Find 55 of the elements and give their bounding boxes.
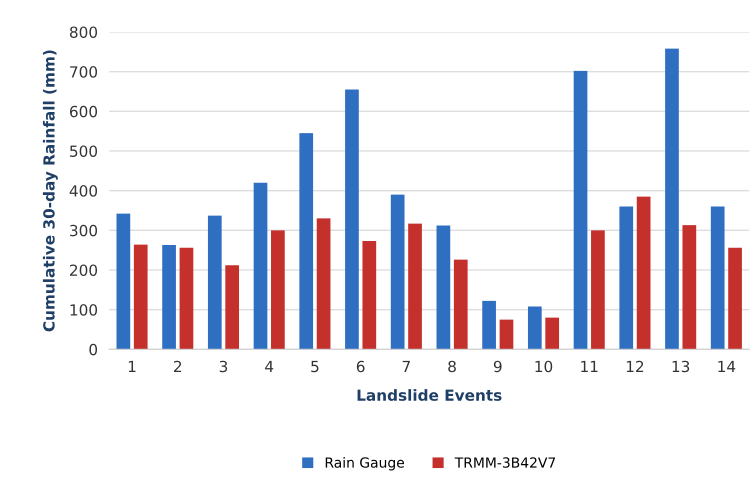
bar: [162, 244, 176, 350]
bar: [299, 133, 314, 350]
bar: [528, 306, 542, 350]
x-tick-label: 6: [356, 360, 365, 372]
legend-label: Rain Gauge: [326, 457, 404, 470]
y-tick-label: 300: [70, 224, 98, 236]
x-tick-label: 3: [220, 360, 228, 372]
x-tick-label: 8: [448, 360, 456, 372]
bar: [665, 48, 679, 350]
y-tick-label: 400: [70, 185, 98, 197]
bar: [436, 226, 450, 350]
x-tick-label: 5: [311, 360, 318, 372]
x-tick-label: 11: [581, 360, 598, 372]
bar: [345, 90, 359, 350]
bar: [636, 196, 650, 350]
bar: [116, 214, 130, 350]
bar: [710, 206, 725, 350]
x-tick-label: 14: [718, 360, 736, 372]
y-tick-label: 500: [70, 145, 98, 158]
y-tick-label: 0: [89, 344, 98, 356]
bar: [316, 218, 330, 350]
x-tick-label: 9: [494, 360, 502, 372]
bar: [408, 224, 422, 350]
bar: [180, 248, 194, 350]
y-tick-label: 600: [70, 106, 98, 118]
y-tick-label: 200: [70, 264, 98, 276]
bar: [362, 241, 376, 350]
x-tick-label: 7: [402, 360, 410, 372]
x-tick-label: 4: [265, 360, 274, 372]
x-axis-title: Landslide Events: [358, 389, 502, 401]
y-tick-label: 700: [70, 66, 98, 78]
bar: [454, 260, 468, 350]
bar: [682, 225, 696, 350]
x-tick-label: 2: [174, 360, 182, 372]
bar: [225, 265, 240, 350]
bar: [591, 230, 605, 350]
x-tick-label: 10: [535, 360, 552, 372]
x-tick-label: 1: [128, 360, 136, 372]
legend-label: TRMM-3B42V7: [454, 457, 556, 468]
y-axis-title: Cumulative 30-day Rainfall (mm): [42, 50, 58, 332]
bar: [574, 70, 588, 350]
bar: [208, 216, 222, 350]
bar: [619, 206, 634, 350]
y-tick-label: 100: [70, 304, 98, 316]
x-tick-label: 12: [626, 360, 644, 372]
y-tick-label: 800: [70, 26, 98, 38]
bar: [482, 300, 496, 350]
x-tick-label: 13: [672, 360, 690, 372]
bar: [271, 230, 285, 350]
bar: [500, 320, 514, 350]
bar: [728, 248, 742, 350]
bar: [545, 318, 560, 350]
bar: [254, 182, 268, 350]
bar: [134, 244, 148, 350]
bar: [390, 194, 405, 350]
